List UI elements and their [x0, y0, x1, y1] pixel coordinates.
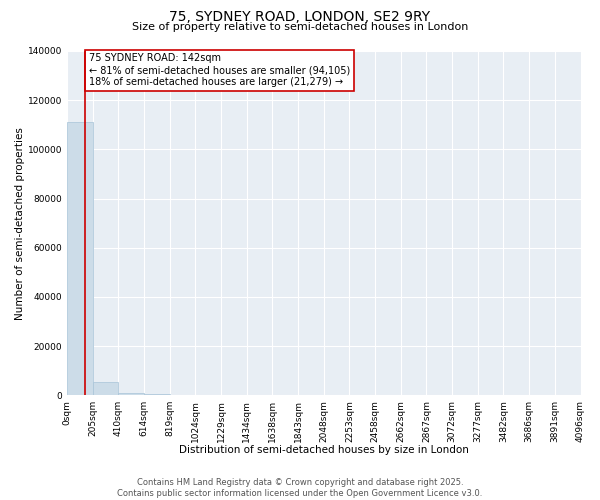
Y-axis label: Number of semi-detached properties: Number of semi-detached properties [15, 126, 25, 320]
X-axis label: Distribution of semi-detached houses by size in London: Distribution of semi-detached houses by … [179, 445, 469, 455]
Text: Size of property relative to semi-detached houses in London: Size of property relative to semi-detach… [132, 22, 468, 32]
Text: 75, SYDNEY ROAD, LONDON, SE2 9RY: 75, SYDNEY ROAD, LONDON, SE2 9RY [169, 10, 431, 24]
Bar [144, 394, 170, 395]
Bar [67, 122, 93, 395]
Bar [93, 382, 118, 395]
Text: 75 SYDNEY ROAD: 142sqm
← 81% of semi-detached houses are smaller (94,105)
18% of: 75 SYDNEY ROAD: 142sqm ← 81% of semi-det… [89, 54, 350, 86]
Bar [118, 394, 144, 395]
Text: Contains HM Land Registry data © Crown copyright and database right 2025.
Contai: Contains HM Land Registry data © Crown c… [118, 478, 482, 498]
